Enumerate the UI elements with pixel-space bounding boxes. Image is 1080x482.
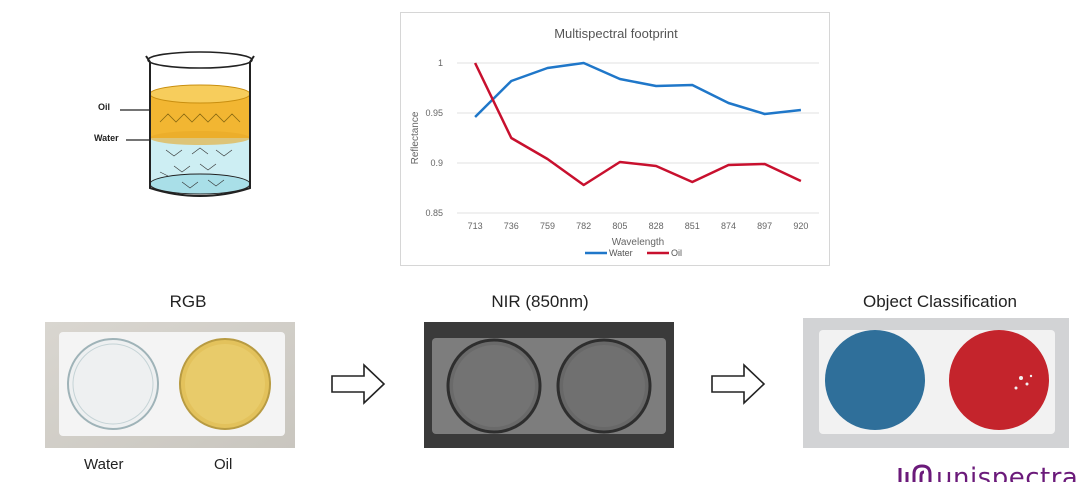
x-tick-label: 713 xyxy=(468,221,483,231)
beaker-illustration: Oil Water xyxy=(94,38,266,208)
oil-caption: Oil xyxy=(214,456,233,473)
multispectral-chart: Multispectral footprint 0.85 0.9 0.95 1 713 73… xyxy=(400,12,830,266)
x-tick-label: 782 xyxy=(576,221,591,231)
rgb-panel-title: RGB xyxy=(169,292,207,311)
nir-panel-title: NIR (850nm) xyxy=(491,292,589,311)
water-caption: Water xyxy=(84,456,124,473)
y-axis-label: Reflectance xyxy=(410,111,421,164)
oil-layer-label: Oil xyxy=(98,102,111,112)
chart-title: Multispectral footprint xyxy=(554,26,678,41)
y-tick-label: 0.85 xyxy=(425,208,443,218)
x-tick-label: 736 xyxy=(504,221,519,231)
x-tick-label: 828 xyxy=(649,221,664,231)
y-tick-label: 0.95 xyxy=(425,108,443,118)
rgb-photo xyxy=(45,322,295,448)
legend-label-oil: Oil xyxy=(671,248,682,258)
chart-canvas: Multispectral footprint 0.85 0.9 0.95 1 713 73… xyxy=(410,26,819,258)
x-tick-label: 851 xyxy=(685,221,700,231)
arrow-right-icon xyxy=(710,362,766,406)
arrow-right-icon xyxy=(330,362,386,406)
x-tick-label: 759 xyxy=(540,221,555,231)
x-tick-label: 874 xyxy=(721,221,736,231)
y-tick-label: 1 xyxy=(438,58,443,68)
x-tick-label: 805 xyxy=(612,221,627,231)
logo-wordmark: unispectral xyxy=(936,463,1080,482)
series-line-water xyxy=(474,61,802,118)
nir-photo xyxy=(424,322,674,448)
y-tick-label: 0.9 xyxy=(430,158,443,168)
series-line-oil xyxy=(473,62,802,187)
x-tick-label: 897 xyxy=(757,221,772,231)
x-axis-label: Wavelength xyxy=(612,237,664,248)
fingerprint-icon xyxy=(898,464,932,482)
beaker-icon xyxy=(120,51,255,197)
x-tick-label: 920 xyxy=(793,221,808,231)
water-layer-label: Water xyxy=(94,133,119,143)
unispectral-logo: unispectral xyxy=(896,460,1080,482)
classification-panel-title: Object Classification xyxy=(862,292,1017,311)
classification-photo xyxy=(803,318,1069,448)
legend-label-water: Water xyxy=(609,248,633,258)
